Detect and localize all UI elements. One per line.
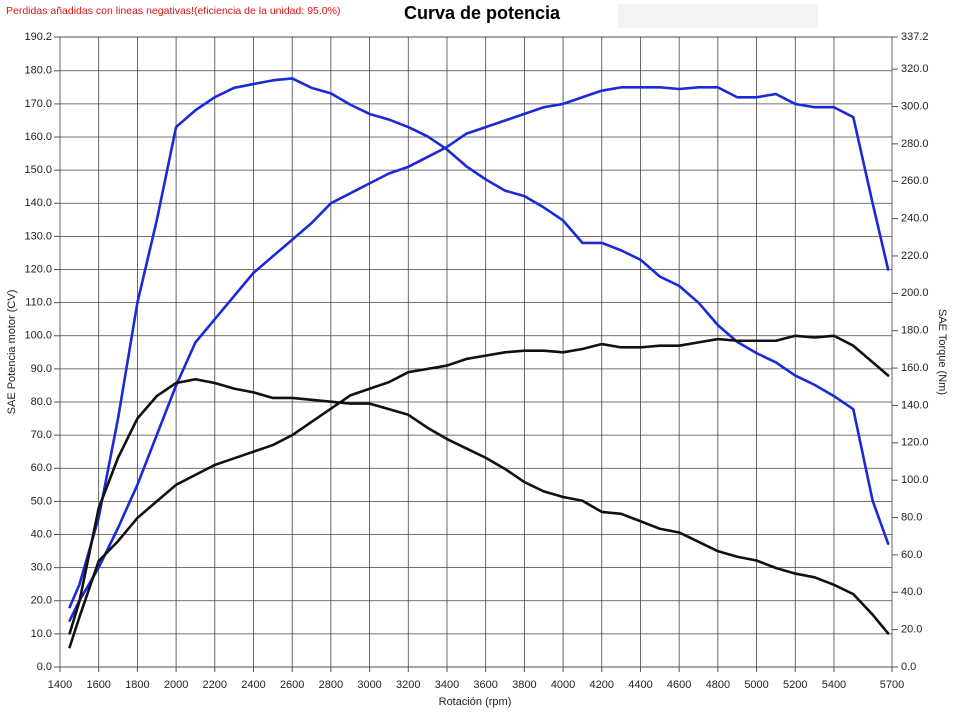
x-tick-label: 3800 <box>512 679 536 691</box>
y2-tick-label: 320.0 <box>901 63 929 75</box>
y2-tick-label: 100.0 <box>901 474 929 486</box>
y2-tick-label: 240.0 <box>901 213 929 225</box>
y-tick-label: 90.0 <box>31 363 52 375</box>
y2-tick-label: 120.0 <box>901 437 929 449</box>
y2-tick-label: 80.0 <box>901 511 922 523</box>
x-tick-label: 5400 <box>822 679 846 691</box>
x-tick-label: 4800 <box>706 679 730 691</box>
x-tick-label: 5700 <box>880 679 904 691</box>
y2-tick-label: 180.0 <box>901 325 929 337</box>
y-tick-label: 130.0 <box>24 230 52 242</box>
y-tick-label: 0.0 <box>37 661 52 673</box>
x-tick-label: 3200 <box>396 679 420 691</box>
x-tick-label: 2600 <box>280 679 304 691</box>
x-tick-label: 5000 <box>744 679 768 691</box>
y2-tick-label: 160.0 <box>901 362 929 374</box>
y2-tick-label: 280.0 <box>901 138 929 150</box>
y2-tick-label: 60.0 <box>901 549 922 561</box>
x-tick-label: 5200 <box>783 679 807 691</box>
x-axis-label: Rotación (rpm) <box>439 696 512 708</box>
y-tick-label: 20.0 <box>31 595 52 607</box>
y-tick-label: 10.0 <box>31 628 52 640</box>
series-line <box>68 77 890 609</box>
x-tick-label: 1800 <box>125 679 149 691</box>
y-tick-label: 110.0 <box>25 297 52 309</box>
y-tick-label: 140.0 <box>24 197 52 209</box>
y2-tick-label: 337.2 <box>901 31 929 43</box>
x-tick-label: 2800 <box>319 679 343 691</box>
x-tick-label: 3400 <box>435 679 459 691</box>
y-tick-label: 40.0 <box>31 528 52 540</box>
annotation: Perdidas añadidas con lineas negativas!(… <box>6 5 340 17</box>
y-tick-label: 120.0 <box>24 263 52 275</box>
y-tick-label: 150.0 <box>24 164 52 176</box>
series-line <box>68 377 890 635</box>
y-tick-label: 100.0 <box>24 330 52 342</box>
x-tick-label: 3600 <box>473 679 497 691</box>
y-tick-label: 50.0 <box>31 495 52 507</box>
y-tick-label: 70.0 <box>31 429 52 441</box>
x-tick-label: 4400 <box>628 679 652 691</box>
header-box <box>618 4 818 28</box>
y2-tick-label: 220.0 <box>901 250 929 262</box>
y2-tick-label: 0.0 <box>901 661 916 673</box>
x-tick-label: 1600 <box>86 679 110 691</box>
series-line <box>68 86 890 622</box>
x-tick-label: 4200 <box>590 679 614 691</box>
y2-tick-label: 260.0 <box>901 175 929 187</box>
y-axis-label: SAE Potencia motor (CV) <box>6 290 18 415</box>
y2-tick-label: 200.0 <box>901 287 929 299</box>
y-tick-label: 30.0 <box>31 562 52 574</box>
series-line <box>68 334 890 649</box>
y-tick-label: 170.0 <box>24 98 52 110</box>
y-tick-label: 80.0 <box>31 396 52 408</box>
y2-axis-label: SAE Torque (Nm) <box>936 309 948 395</box>
y2-tick-label: 20.0 <box>901 624 922 636</box>
y2-tick-label: 140.0 <box>901 399 929 411</box>
y-tick-label: 190.2 <box>24 31 52 43</box>
y2-tick-label: 40.0 <box>901 586 922 598</box>
x-tick-label: 2200 <box>203 679 227 691</box>
y-tick-label: 160.0 <box>24 131 52 143</box>
y2-tick-label: 300.0 <box>901 100 929 112</box>
x-tick-label: 4000 <box>551 679 575 691</box>
y-tick-label: 60.0 <box>31 462 52 474</box>
x-tick-label: 2000 <box>164 679 188 691</box>
x-tick-label: 4600 <box>667 679 691 691</box>
x-tick-label: 1400 <box>48 679 72 691</box>
x-tick-label: 3000 <box>357 679 381 691</box>
chart-title: Curva de potencia <box>404 3 561 23</box>
x-tick-label: 2400 <box>241 679 265 691</box>
y-tick-label: 180.0 <box>24 65 52 77</box>
